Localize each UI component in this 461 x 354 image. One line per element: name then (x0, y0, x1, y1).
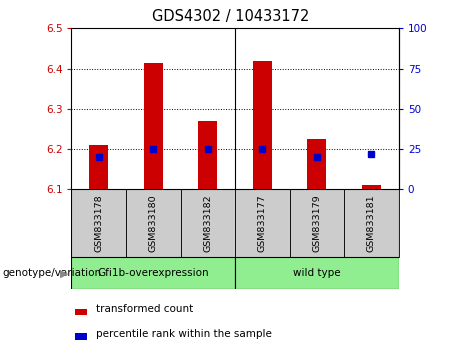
Text: wild type: wild type (293, 268, 341, 278)
Text: GSM833179: GSM833179 (313, 195, 321, 252)
Bar (144, 63, 163, 189)
Bar (253, 61, 272, 189)
Bar (307, 139, 326, 189)
Text: transformed count: transformed count (96, 304, 193, 314)
Text: Gfi1b-overexpression: Gfi1b-overexpression (97, 268, 209, 278)
Bar (235, 257, 399, 289)
Text: GSM833180: GSM833180 (149, 195, 158, 252)
Bar (71, 189, 126, 257)
Text: GSM833177: GSM833177 (258, 195, 267, 252)
Bar (71, 257, 235, 289)
Bar (75, 333, 87, 340)
Text: ▶: ▶ (60, 268, 68, 278)
Bar (235, 189, 290, 257)
Bar (362, 185, 381, 189)
Bar (198, 121, 218, 189)
Bar (344, 189, 399, 257)
Text: GSM833178: GSM833178 (94, 195, 103, 252)
Bar (181, 189, 235, 257)
Text: GDS4302 / 10433172: GDS4302 / 10433172 (152, 9, 309, 24)
Text: GSM833181: GSM833181 (367, 195, 376, 252)
Text: genotype/variation: genotype/variation (2, 268, 101, 278)
Bar (75, 309, 87, 315)
Bar (290, 189, 344, 257)
Bar (126, 189, 181, 257)
Text: percentile rank within the sample: percentile rank within the sample (96, 329, 272, 339)
Bar (89, 145, 108, 189)
Text: GSM833182: GSM833182 (203, 195, 213, 252)
